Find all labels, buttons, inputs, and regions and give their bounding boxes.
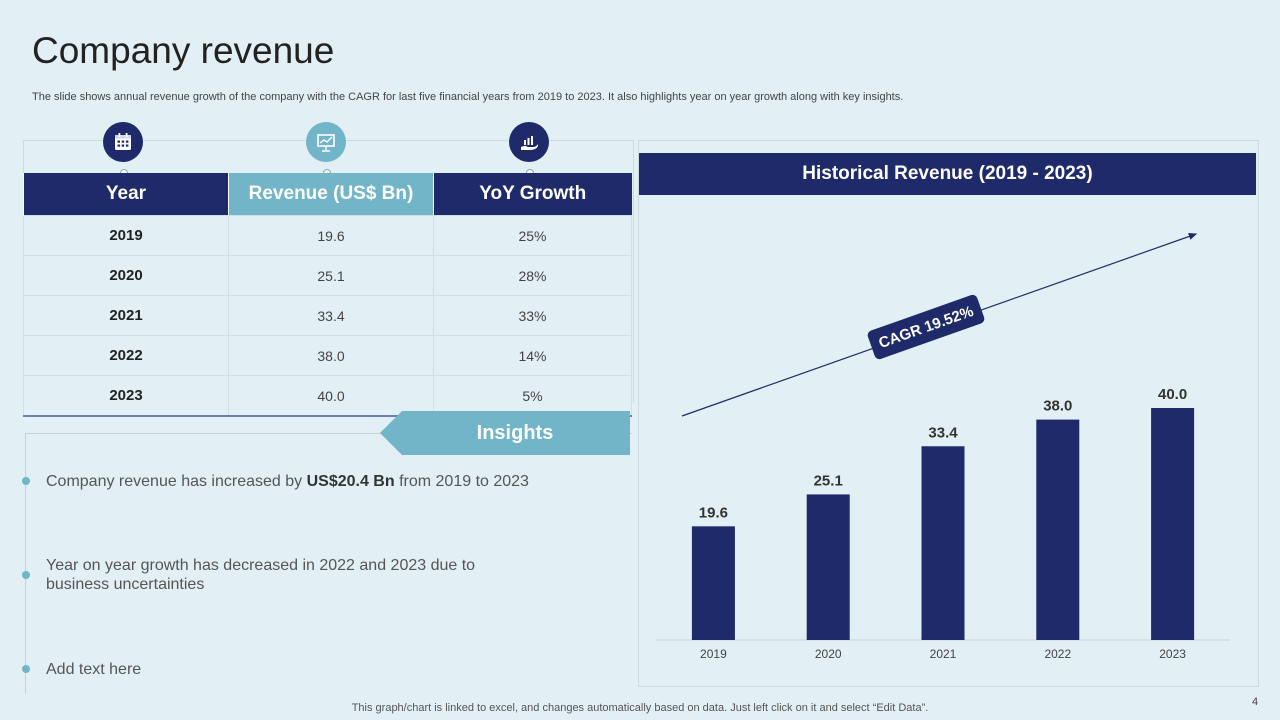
chart-title: Historical Revenue (2019 - 2023)	[639, 153, 1256, 195]
insight-item: Company revenue has increased by US$20.4…	[46, 472, 606, 491]
table-row: 2020 25.1 28%	[23, 255, 632, 296]
insight-item: Add text here	[46, 660, 496, 679]
growth-cell: 33%	[433, 295, 632, 336]
revenue-cell: 38.0	[228, 335, 434, 376]
year-cell: 2021	[23, 295, 229, 336]
revenue-cell: 25.1	[228, 255, 434, 296]
revenue-cell: 40.0	[228, 375, 434, 417]
x-tick-2020: 2020	[815, 647, 842, 661]
data-label-2020: 25.1	[814, 472, 843, 489]
data-label-2019: 19.6	[699, 504, 728, 521]
insight-text: from 2019 to 2023	[394, 473, 529, 490]
calendar-icon	[103, 122, 143, 162]
x-tick-2021: 2021	[930, 647, 957, 661]
data-label-2023: 40.0	[1158, 386, 1187, 403]
x-tick-2023: 2023	[1159, 647, 1186, 661]
cagr-badge-bg	[867, 294, 985, 360]
presentation-chart-icon	[306, 122, 346, 162]
data-label-2021: 33.4	[928, 424, 958, 441]
growth-cell: 5%	[433, 375, 632, 417]
table-row: 2022 38.0 14%	[23, 335, 632, 376]
revenue-table: Year Revenue (US$ Bn) YoY Growth 2019 19…	[23, 173, 632, 417]
bullet-marker	[22, 571, 30, 579]
table-row: 2023 40.0 5%	[23, 375, 632, 417]
insight-highlight: US$20.4 Bn	[306, 473, 395, 490]
bar-2023	[1151, 408, 1195, 640]
growth-cell: 28%	[433, 255, 632, 296]
bar-2019	[691, 526, 735, 640]
insight-item: Year on year growth has decreased in 202…	[46, 556, 496, 594]
header-year: Year	[23, 173, 229, 216]
page-subtitle: The slide shows annual revenue growth of…	[32, 91, 904, 103]
insights-label: Insights	[476, 421, 554, 444]
footer-note: This graph/chart is linked to excel, and…	[351, 702, 929, 714]
bar-2021	[921, 446, 965, 640]
year-cell: 2023	[23, 375, 229, 417]
chart-panel	[638, 140, 1259, 687]
bullet-marker	[22, 477, 30, 485]
insight-text: Company revenue has increased by	[46, 473, 307, 490]
table-row: 2021 33.4 33%	[23, 295, 632, 336]
header-yoy-growth: YoY Growth	[433, 173, 632, 216]
insight-text: Add text here	[46, 661, 142, 678]
page-title: Company revenue	[32, 30, 335, 71]
data-label-2022: 38.0	[1043, 398, 1072, 415]
year-cell: 2022	[23, 335, 229, 376]
cagr-badge: CAGR 19.52%	[867, 294, 985, 360]
table-row: 2019 19.6 25%	[23, 215, 632, 256]
growth-hand-icon	[509, 122, 549, 162]
revenue-cell: 19.6	[228, 215, 434, 256]
year-cell: 2020	[23, 255, 229, 296]
bar-2020	[806, 494, 850, 640]
year-cell: 2019	[23, 215, 229, 256]
revenue-bar-chart: 19.6 2019 25.1 2020 33.4 2021 38.0 2022 40.0 2023…	[656, 233, 1230, 661]
page-number: 4	[1252, 696, 1259, 708]
insight-text: Year on year growth has decreased in 202…	[46, 557, 476, 593]
x-tick-2022: 2022	[1044, 647, 1071, 661]
growth-cell: 14%	[433, 335, 632, 376]
insights-panel	[25, 433, 632, 694]
revenue-cell: 33.4	[228, 295, 434, 336]
insights-tag: Insights	[380, 411, 630, 455]
growth-cell: 25%	[433, 215, 632, 256]
bullet-marker	[22, 665, 30, 673]
header-revenue: Revenue (US$ Bn)	[228, 173, 434, 216]
x-tick-2019: 2019	[700, 647, 727, 661]
bar-2022	[1036, 419, 1080, 640]
